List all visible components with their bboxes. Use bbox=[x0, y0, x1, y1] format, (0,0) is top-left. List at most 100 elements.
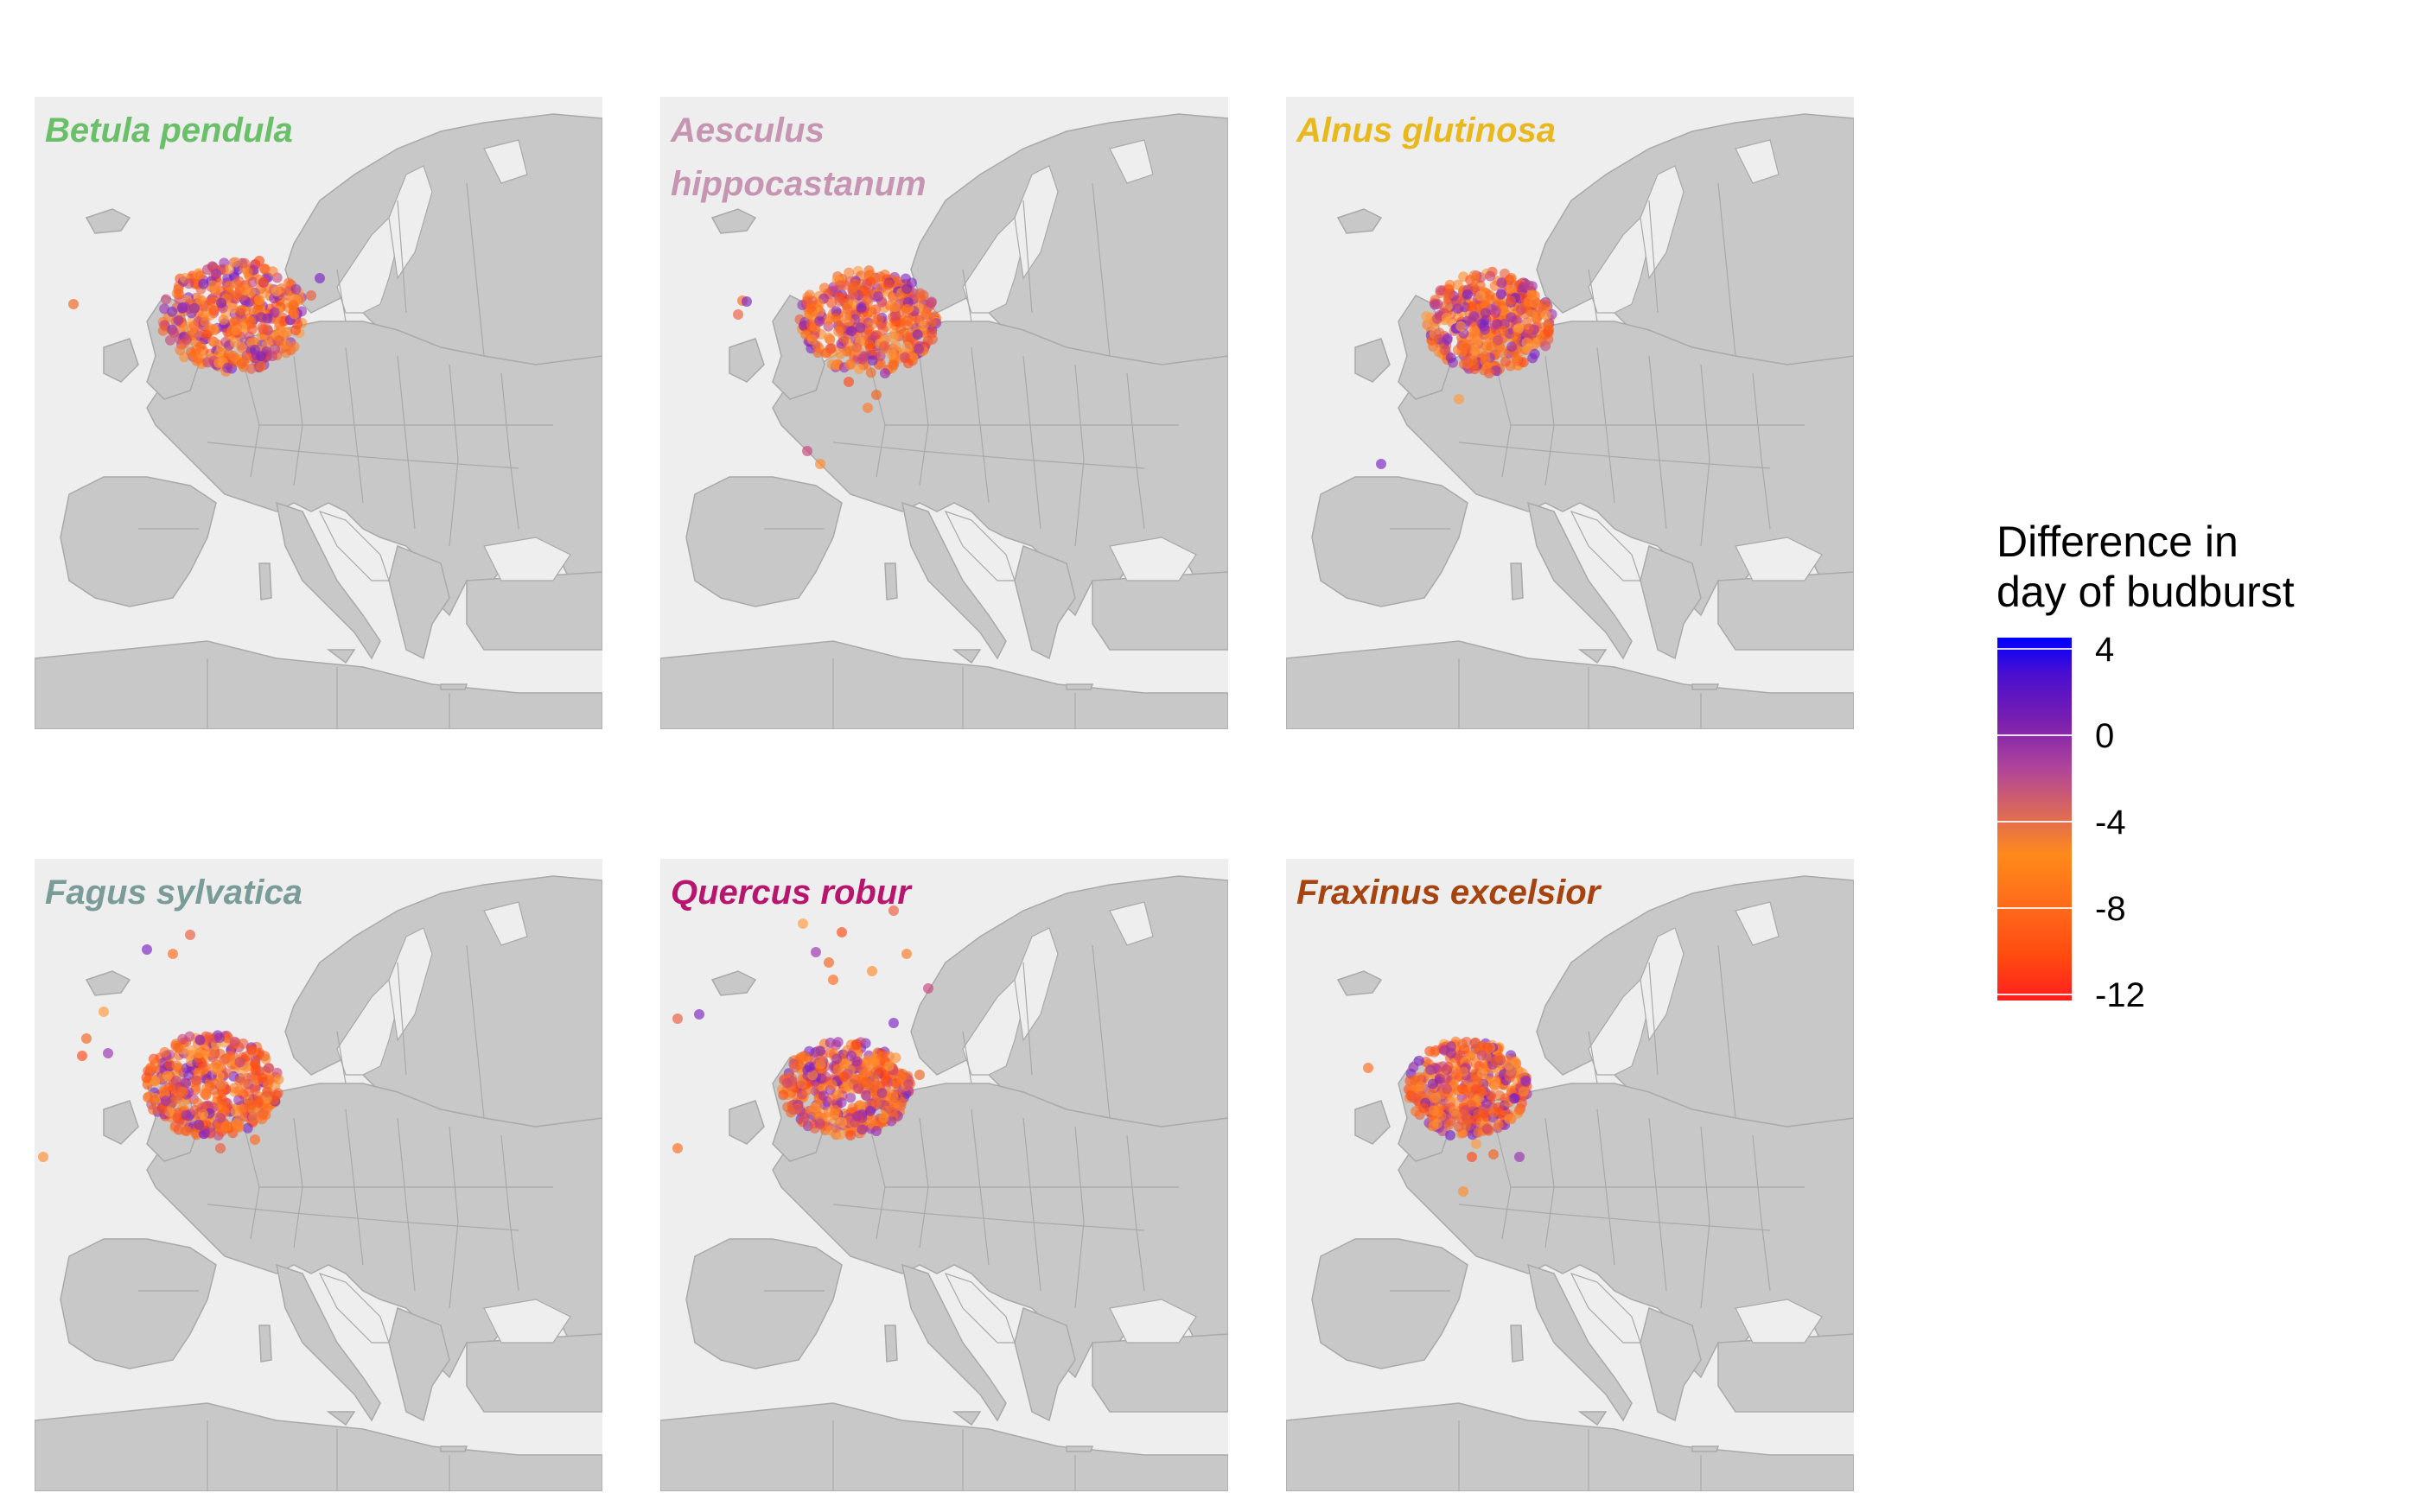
observation-point bbox=[232, 1121, 243, 1132]
observation-point bbox=[835, 348, 846, 359]
observation-point bbox=[848, 282, 859, 293]
land-shape bbox=[1640, 1306, 1702, 1422]
observation-point bbox=[882, 279, 894, 290]
country-border bbox=[832, 442, 1145, 469]
observation-point bbox=[864, 1105, 876, 1116]
observation-point bbox=[846, 326, 857, 337]
land-shape bbox=[1510, 562, 1524, 600]
observation-point bbox=[887, 1106, 898, 1117]
sea-shape bbox=[1735, 537, 1823, 581]
observation-point bbox=[254, 256, 264, 266]
observation-point bbox=[214, 1032, 226, 1044]
observation-point bbox=[1468, 270, 1480, 281]
observation-point bbox=[178, 1086, 189, 1097]
observation-point bbox=[180, 1125, 191, 1136]
observation-point bbox=[195, 1057, 207, 1068]
land-shape bbox=[1311, 476, 1468, 607]
sea-shape bbox=[1109, 139, 1154, 184]
observation-point bbox=[1441, 312, 1452, 323]
country-border bbox=[1126, 1134, 1145, 1292]
observation-point bbox=[1504, 1114, 1515, 1124]
observation-point bbox=[851, 1056, 863, 1067]
country-border bbox=[449, 1126, 459, 1309]
country-border bbox=[1074, 364, 1085, 547]
observation-point bbox=[1476, 1050, 1487, 1061]
observation-point bbox=[1480, 308, 1491, 319]
observation-point bbox=[876, 1051, 888, 1062]
country-border bbox=[1458, 1204, 1771, 1231]
observation-point bbox=[205, 295, 216, 306]
observation-point bbox=[1473, 1127, 1484, 1138]
observation-point bbox=[169, 327, 180, 338]
land-shape bbox=[901, 501, 1007, 660]
observation-point bbox=[1523, 323, 1534, 334]
observation-point bbox=[902, 358, 914, 369]
observation-points bbox=[1376, 266, 1557, 469]
observation-point bbox=[220, 1121, 232, 1132]
legend-tick-mark bbox=[1997, 821, 2072, 823]
observation-point bbox=[830, 313, 841, 324]
observation-point bbox=[190, 1075, 201, 1086]
sea-shape bbox=[1109, 901, 1154, 946]
land-shape bbox=[1286, 640, 1854, 729]
observation-points bbox=[1363, 1036, 1532, 1197]
observation-point bbox=[181, 1109, 192, 1121]
observation-point bbox=[290, 283, 302, 295]
map-panel-aesculus: Aesculus hippocastanum bbox=[660, 97, 1228, 729]
observation-point bbox=[1470, 1083, 1481, 1095]
observation-point bbox=[926, 317, 937, 328]
observation-point bbox=[306, 290, 316, 301]
observation-point bbox=[315, 273, 325, 283]
observation-point bbox=[861, 1090, 872, 1101]
observation-point bbox=[1413, 1055, 1424, 1066]
observation-point bbox=[1455, 321, 1467, 332]
sea-shape bbox=[1109, 537, 1197, 581]
country-border bbox=[1022, 1117, 1041, 1292]
land-shape bbox=[60, 1238, 217, 1369]
observation-point bbox=[161, 294, 172, 305]
observation-point bbox=[865, 342, 876, 353]
observation-point bbox=[222, 362, 233, 373]
observation-point bbox=[1494, 1052, 1505, 1064]
observation-point bbox=[77, 1051, 87, 1061]
observation-point bbox=[1445, 353, 1456, 364]
observation-point bbox=[216, 297, 226, 308]
observation-point bbox=[826, 297, 837, 308]
observation-point bbox=[1493, 1102, 1504, 1113]
observation-point bbox=[1415, 1081, 1426, 1092]
sea-shape bbox=[483, 1299, 571, 1344]
observation-point bbox=[1506, 341, 1518, 353]
observation-point bbox=[838, 1071, 850, 1083]
land-shape bbox=[1527, 501, 1633, 660]
observation-point bbox=[1445, 1041, 1456, 1052]
observation-point bbox=[1523, 280, 1534, 291]
country-border bbox=[962, 1031, 972, 1084]
country-border bbox=[336, 269, 347, 322]
observation-point bbox=[99, 1007, 109, 1017]
land-shape bbox=[60, 476, 217, 607]
sea-shape bbox=[962, 978, 1024, 1076]
observation-point bbox=[877, 324, 888, 335]
land-shape bbox=[1286, 1402, 1854, 1491]
observation-point bbox=[142, 944, 152, 955]
country-border bbox=[1752, 372, 1771, 530]
observation-point bbox=[149, 1095, 160, 1106]
observation-point bbox=[859, 351, 870, 362]
observation-point bbox=[890, 310, 901, 321]
observation-point bbox=[255, 312, 266, 322]
legend-tick: 4 bbox=[2095, 631, 2115, 669]
observation-point bbox=[141, 1072, 152, 1083]
color-legend: Difference in day of budburst 4 0 -4 -8 … bbox=[1996, 517, 2385, 1013]
map-svg bbox=[1286, 97, 1854, 729]
observation-point bbox=[157, 325, 169, 336]
observation-point bbox=[271, 286, 282, 296]
sea-shape bbox=[483, 537, 571, 581]
sea-shape bbox=[1588, 216, 1650, 314]
country-border bbox=[449, 364, 459, 547]
land-shape bbox=[1717, 1333, 1854, 1413]
observation-point bbox=[1494, 1090, 1506, 1101]
observation-point bbox=[165, 334, 175, 346]
observation-point bbox=[250, 1134, 260, 1145]
observation-point bbox=[815, 459, 825, 469]
land-shape bbox=[326, 649, 356, 664]
